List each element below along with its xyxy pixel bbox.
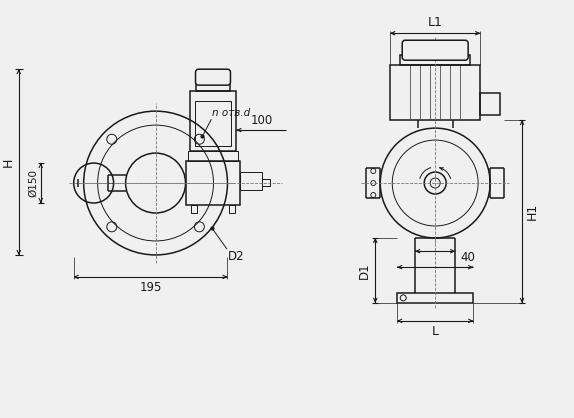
Text: D1: D1 (358, 262, 371, 279)
Bar (480, 93, 500, 115)
Text: L: L (432, 325, 439, 338)
Text: D2: D2 (228, 250, 245, 263)
Text: n отв.d: n отв.d (212, 108, 251, 118)
FancyBboxPatch shape (402, 40, 468, 60)
Bar (195, 101, 231, 146)
Bar (390, 65, 480, 120)
Bar (400, 55, 470, 65)
Bar (196, 79, 231, 91)
Text: 100: 100 (250, 114, 273, 127)
Text: H: H (2, 157, 15, 167)
Bar (241, 172, 262, 190)
Bar (397, 293, 473, 303)
Bar (262, 178, 270, 186)
Bar (189, 91, 236, 151)
Bar (191, 205, 196, 213)
Text: 40: 40 (460, 251, 475, 264)
FancyBboxPatch shape (196, 69, 231, 85)
Text: H1: H1 (526, 203, 539, 220)
Bar (185, 161, 241, 205)
Bar (188, 151, 238, 161)
Bar (230, 205, 235, 213)
Text: 195: 195 (139, 281, 162, 294)
Text: Ø150: Ø150 (28, 169, 38, 197)
Text: L1: L1 (428, 16, 443, 29)
